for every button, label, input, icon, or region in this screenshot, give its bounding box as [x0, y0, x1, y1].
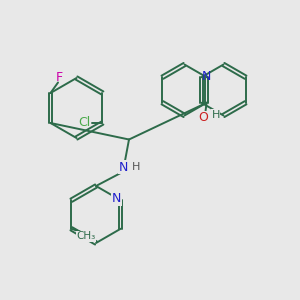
- Text: CH₃: CH₃: [76, 231, 95, 241]
- Text: O: O: [199, 111, 208, 124]
- Text: N: N: [118, 160, 128, 174]
- Text: H: H: [132, 162, 140, 172]
- Text: N: N: [112, 192, 121, 205]
- Text: H: H: [212, 110, 220, 120]
- Text: F: F: [56, 71, 63, 85]
- Text: Cl: Cl: [78, 116, 91, 129]
- Text: N: N: [202, 70, 211, 83]
